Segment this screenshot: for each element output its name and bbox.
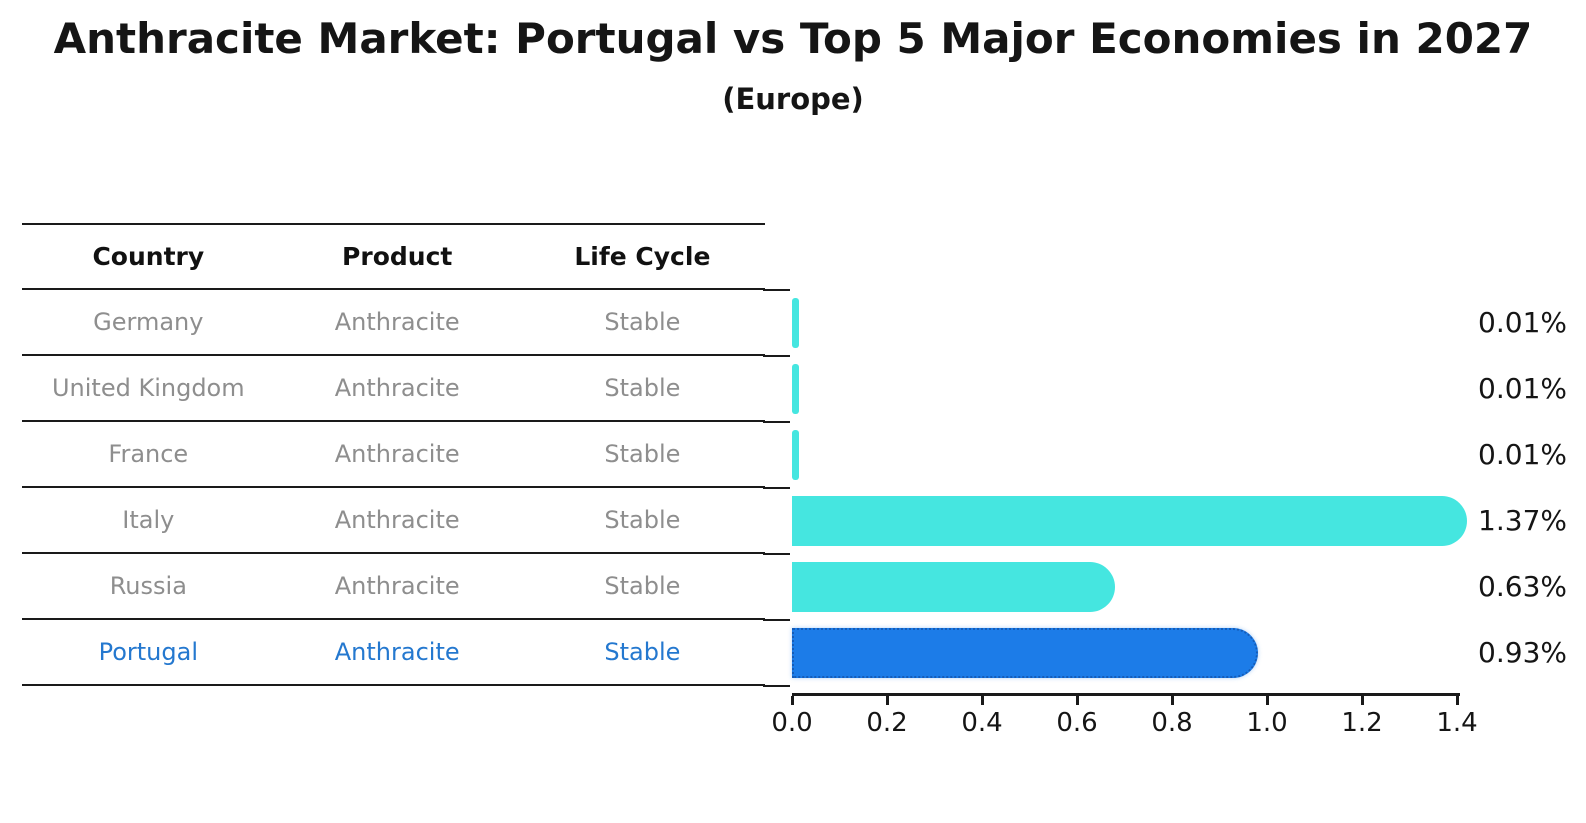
bar-value-label: 0.01%	[1478, 306, 1567, 339]
cell-product: Anthracite	[334, 374, 460, 402]
x-axis-tick-label: 1.4	[1436, 708, 1478, 738]
x-axis-tick	[1171, 696, 1174, 705]
table-header-row: Country Product Life Cycle	[22, 223, 765, 290]
x-axis-tick-label: 0.8	[1151, 708, 1193, 738]
bar-value-label: 0.63%	[1478, 570, 1567, 603]
y-axis-tick	[763, 289, 790, 291]
x-axis-tick-label: 0.4	[961, 708, 1003, 738]
table-row-united-kingdom: United Kingdom Anthracite Stable	[22, 356, 765, 422]
cell-country: Italy	[122, 506, 175, 534]
bar-italy	[792, 496, 1467, 546]
cell-product: Anthracite	[334, 638, 460, 666]
table-row-portugal: Portugal Anthracite Stable	[22, 620, 765, 686]
table-row-france: France Anthracite Stable	[22, 422, 765, 488]
bar-russia	[792, 562, 1116, 612]
bar-portugal	[792, 628, 1258, 678]
x-axis-tick	[1266, 696, 1269, 705]
table-row-italy: Italy Anthracite Stable	[22, 488, 765, 554]
col-header-life-cycle: Life Cycle	[574, 242, 711, 271]
x-axis-tick-label: 0.2	[866, 708, 908, 738]
x-axis-line	[792, 693, 1460, 696]
cell-product: Anthracite	[334, 308, 460, 336]
cell-life-cycle: Stable	[604, 638, 681, 666]
x-axis-tick-label: 0.6	[1056, 708, 1098, 738]
x-axis-tick-label: 1.2	[1341, 708, 1383, 738]
cell-country: Germany	[93, 308, 204, 336]
y-axis-tick	[763, 421, 790, 423]
bar-france	[792, 430, 799, 480]
col-header-country: Country	[92, 242, 205, 271]
x-axis-tick	[981, 696, 984, 705]
y-axis-tick	[763, 553, 790, 555]
cell-product: Anthracite	[334, 440, 460, 468]
cell-product: Anthracite	[334, 506, 460, 534]
bar-value-label: 1.37%	[1478, 504, 1567, 537]
cell-life-cycle: Stable	[604, 308, 681, 336]
x-axis-tick-label: 1.0	[1246, 708, 1288, 738]
bar-united-kingdom	[792, 364, 799, 414]
cell-country: France	[108, 440, 189, 468]
cell-country: United Kingdom	[51, 374, 245, 402]
x-axis-tick	[791, 696, 794, 705]
x-axis-tick	[886, 696, 889, 705]
table-row-russia: Russia Anthracite Stable	[22, 554, 765, 620]
x-axis-tick	[1456, 696, 1459, 705]
y-axis-tick	[763, 685, 790, 687]
col-header-product: Product	[342, 242, 453, 271]
bar-value-label: 0.01%	[1478, 438, 1567, 471]
table-row-germany: Germany Anthracite Stable	[22, 290, 765, 356]
x-axis-tick	[1361, 696, 1364, 705]
bar-value-label: 0.01%	[1478, 372, 1567, 405]
cell-country: Portugal	[98, 638, 198, 666]
bar-value-label: 0.93%	[1478, 636, 1567, 669]
cell-country: Russia	[109, 572, 187, 600]
chart-subtitle: (Europe)	[722, 82, 864, 116]
bar-germany	[792, 298, 799, 348]
y-axis-tick	[763, 355, 790, 357]
cell-life-cycle: Stable	[604, 440, 681, 468]
cell-life-cycle: Stable	[604, 506, 681, 534]
chart-title: Anthracite Market: Portugal vs Top 5 Maj…	[53, 14, 1533, 63]
x-axis-tick-label: 0.0	[771, 708, 813, 738]
y-axis-tick	[763, 619, 790, 621]
cell-life-cycle: Stable	[604, 572, 681, 600]
x-axis-tick	[1076, 696, 1079, 705]
cell-life-cycle: Stable	[604, 374, 681, 402]
y-axis-tick	[763, 487, 790, 489]
data-table: Country Product Life Cycle Germany Anthr…	[22, 223, 765, 686]
cell-product: Anthracite	[334, 572, 460, 600]
